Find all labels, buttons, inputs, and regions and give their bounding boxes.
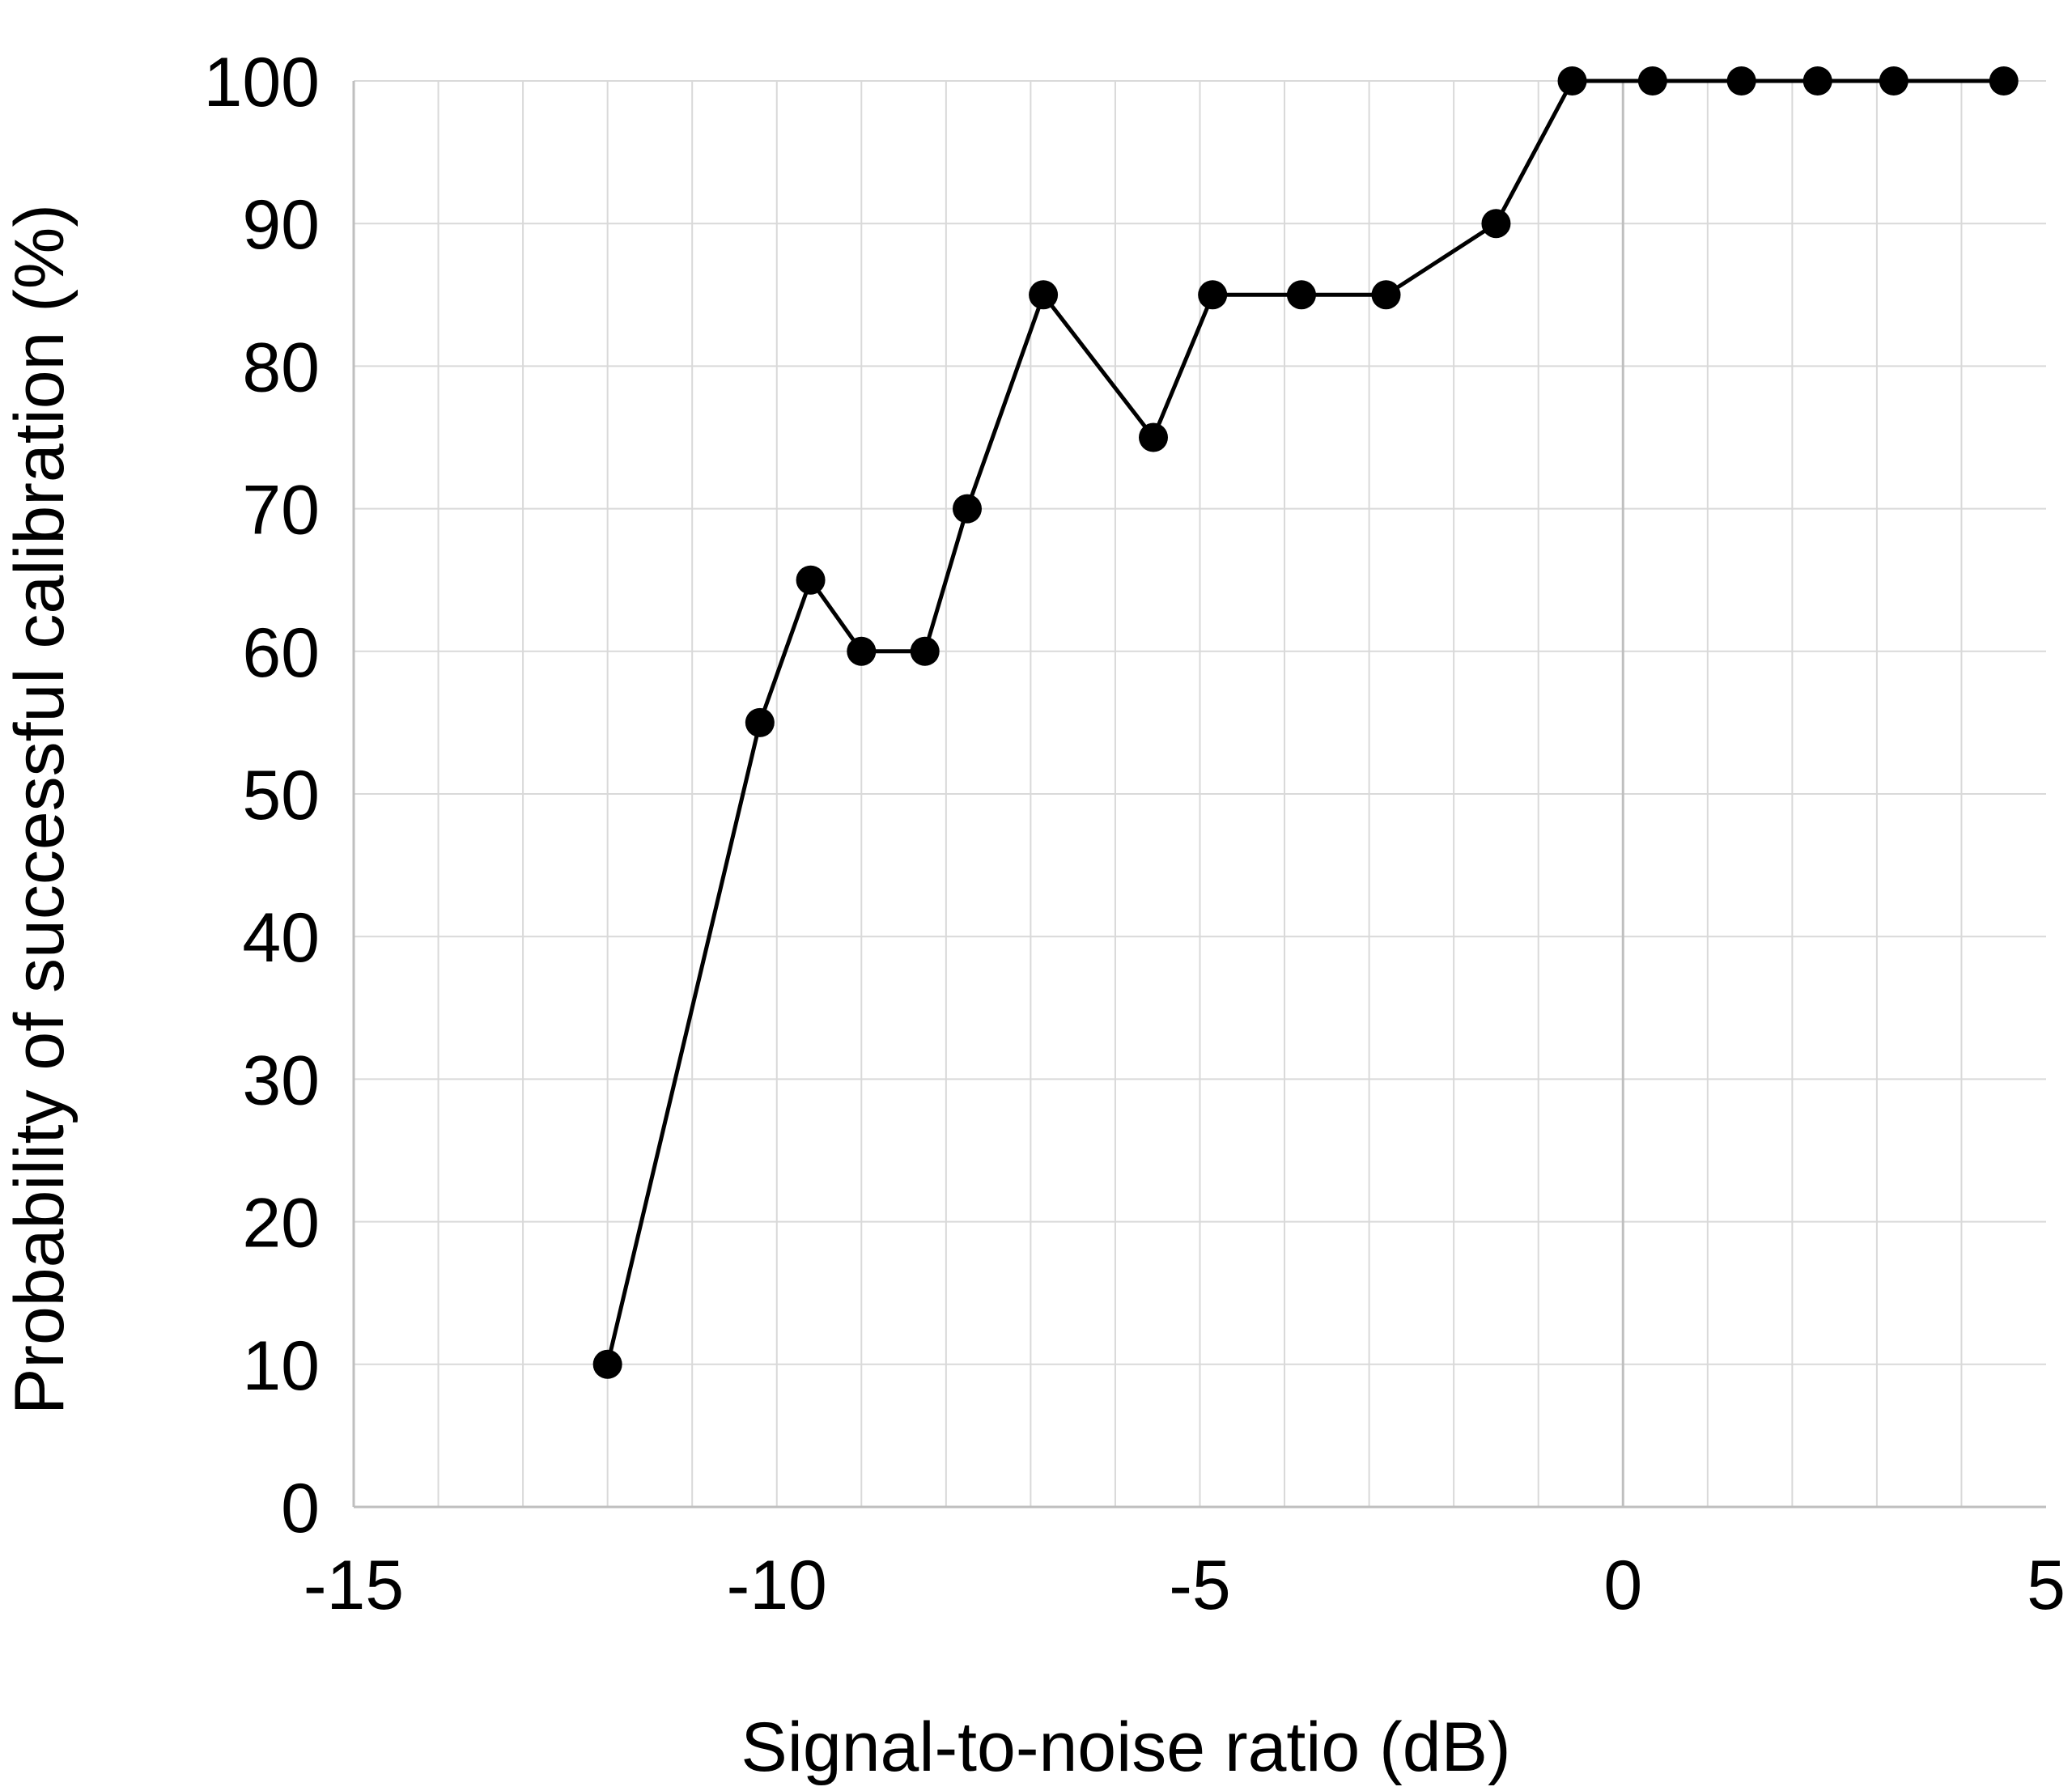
- y-tick-label: 70: [242, 472, 320, 550]
- y-tick-label: 30: [242, 1042, 320, 1119]
- data-point: [1286, 280, 1316, 310]
- data-point: [1371, 280, 1401, 310]
- y-tick-label: 40: [242, 899, 320, 977]
- data-point: [1802, 66, 1832, 95]
- y-tick-label: 80: [242, 329, 320, 406]
- chart-axes: [352, 81, 2046, 1509]
- x-tick-label: 5: [2027, 1547, 2066, 1624]
- data-point: [910, 636, 940, 666]
- data-point: [1879, 66, 1909, 95]
- y-axis-title: Probability of successful calibration (%…: [1, 204, 79, 1415]
- data-point: [1138, 422, 1168, 452]
- data-point: [796, 565, 826, 595]
- chart-grid: [354, 80, 2046, 1507]
- data-point: [1557, 66, 1587, 95]
- data-point: [1637, 66, 1667, 95]
- x-axis-title: Signal-to-noise ratio (dB): [741, 1708, 1510, 1786]
- data-point: [952, 494, 982, 524]
- chart-series: [592, 66, 2019, 1379]
- data-point: [592, 1349, 622, 1379]
- y-axis-tick-labels: 0 10 20 30 40 50 60 70 80 90 100: [204, 44, 321, 1547]
- y-tick-label: 100: [204, 44, 321, 121]
- y-tick-label: 90: [242, 186, 320, 264]
- x-tick-label: 0: [1603, 1547, 1642, 1624]
- data-point: [1989, 66, 2019, 95]
- data-point: [1481, 209, 1511, 239]
- data-point: [1029, 280, 1059, 310]
- x-tick-label: -5: [1169, 1547, 1230, 1624]
- y-tick-label: 60: [242, 614, 320, 692]
- y-tick-label: 0: [281, 1470, 320, 1547]
- data-point: [847, 636, 877, 666]
- y-tick-label: 50: [242, 757, 320, 834]
- y-tick-label: 20: [242, 1185, 320, 1263]
- series-line: [605, 79, 2004, 1365]
- x-tick-label: -10: [727, 1547, 827, 1624]
- x-axis-tick-labels: -15 -10 -5 0 5: [304, 1547, 2066, 1624]
- data-point: [745, 707, 775, 737]
- y-tick-label: 10: [242, 1327, 320, 1405]
- x-tick-label: -15: [304, 1547, 404, 1624]
- data-point: [1198, 280, 1228, 310]
- data-point: [1726, 66, 1756, 95]
